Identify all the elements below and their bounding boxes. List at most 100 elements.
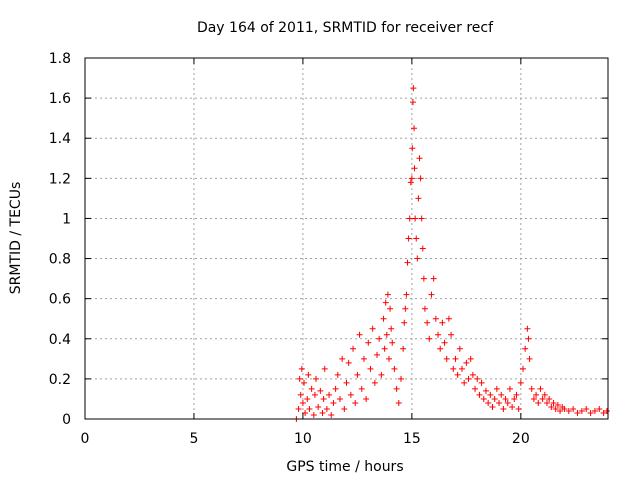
- data-point: [369, 325, 376, 332]
- data-point: [504, 399, 511, 406]
- data-point: [360, 355, 367, 362]
- y-tick-label: 1.4: [49, 131, 71, 147]
- data-point: [298, 365, 305, 372]
- data-point: [487, 391, 494, 398]
- data-point: [541, 391, 548, 398]
- data-point: [305, 371, 312, 378]
- data-point: [315, 403, 322, 410]
- data-point: [405, 235, 412, 242]
- data-point: [493, 385, 500, 392]
- y-tick-label: 1.6: [49, 91, 71, 107]
- data-point: [535, 399, 542, 406]
- y-tick-label: 0.6: [49, 292, 71, 308]
- data-point: [343, 379, 350, 386]
- data-point: [533, 391, 540, 398]
- data-point: [511, 395, 518, 402]
- data-point: [482, 387, 489, 394]
- data-point: [363, 395, 370, 402]
- data-point: [401, 319, 408, 326]
- data-point: [509, 403, 516, 410]
- data-point: [347, 391, 354, 398]
- data-point: [395, 399, 402, 406]
- x-tick-label: 15: [403, 431, 421, 447]
- data-point: [406, 215, 413, 222]
- data-point: [384, 291, 391, 298]
- data-point: [458, 365, 465, 372]
- data-point: [418, 215, 425, 222]
- data-point: [319, 409, 326, 416]
- data-point: [311, 391, 318, 398]
- data-point: [345, 359, 352, 366]
- axes: 0 5 10 15 20 0 0.2 0.4 0.6 0.8 1 1.2 1.4 1.6 1.8: [49, 51, 608, 447]
- data-point: [548, 403, 555, 410]
- data-point: [428, 291, 435, 298]
- data-point: [443, 355, 450, 362]
- data-point: [600, 409, 607, 416]
- data-point: [520, 365, 527, 372]
- data-point: [391, 365, 398, 372]
- chart-title: Day 164 of 2011, SRMTID for receiver rec…: [197, 20, 494, 36]
- data-point: [323, 405, 330, 412]
- data-point: [296, 375, 303, 382]
- data-point: [513, 391, 520, 398]
- x-tick-label: 20: [512, 431, 530, 447]
- data-point: [489, 403, 496, 410]
- data-point: [491, 395, 498, 402]
- data-point: [336, 395, 343, 402]
- data-point: [339, 355, 346, 362]
- data-point: [414, 255, 421, 262]
- y-tick-label: 1.2: [49, 171, 71, 187]
- data-point: [383, 331, 390, 338]
- y-tick-label: 1.8: [49, 51, 71, 67]
- data-point: [578, 407, 585, 414]
- data-point: [409, 145, 416, 152]
- data-point: [543, 399, 550, 406]
- data-point: [456, 345, 463, 352]
- data-point: [546, 395, 553, 402]
- data-point: [389, 339, 396, 346]
- data-point: [528, 385, 535, 392]
- data-point: [452, 355, 459, 362]
- data-point: [539, 395, 546, 402]
- data-point: [552, 405, 559, 412]
- data-point: [317, 387, 324, 394]
- data-point: [416, 155, 423, 162]
- data-point: [450, 365, 457, 372]
- data-point: [524, 325, 531, 332]
- data-point: [374, 351, 381, 358]
- x-tick-label: 5: [189, 431, 198, 447]
- data-point: [591, 407, 598, 414]
- x-tick-label: 0: [81, 431, 90, 447]
- data-point: [381, 345, 388, 352]
- data-point: [441, 339, 448, 346]
- data-point: [310, 411, 317, 418]
- data-point: [413, 235, 420, 242]
- data-point: [397, 375, 404, 382]
- data-point: [469, 371, 476, 378]
- data-point: [415, 195, 422, 202]
- data-point: [554, 401, 561, 408]
- data-point: [596, 405, 603, 412]
- data-point: [574, 409, 581, 416]
- y-tick-label: 0: [62, 412, 71, 428]
- data-points: [293, 85, 610, 422]
- data-point: [485, 399, 492, 406]
- data-point: [328, 411, 335, 418]
- data-point: [530, 395, 537, 402]
- data-point: [437, 345, 444, 352]
- data-point: [354, 371, 361, 378]
- data-point: [454, 371, 461, 378]
- data-point: [417, 175, 424, 182]
- data-point: [476, 391, 483, 398]
- data-point: [411, 125, 418, 132]
- data-point: [445, 315, 452, 322]
- data-point: [561, 405, 568, 412]
- data-point: [472, 385, 479, 392]
- data-point: [557, 407, 564, 414]
- data-point: [525, 335, 532, 342]
- data-point: [467, 355, 474, 362]
- y-tick-label: 1: [62, 211, 71, 227]
- data-point: [478, 379, 485, 386]
- y-tick-label: 0.8: [49, 252, 71, 268]
